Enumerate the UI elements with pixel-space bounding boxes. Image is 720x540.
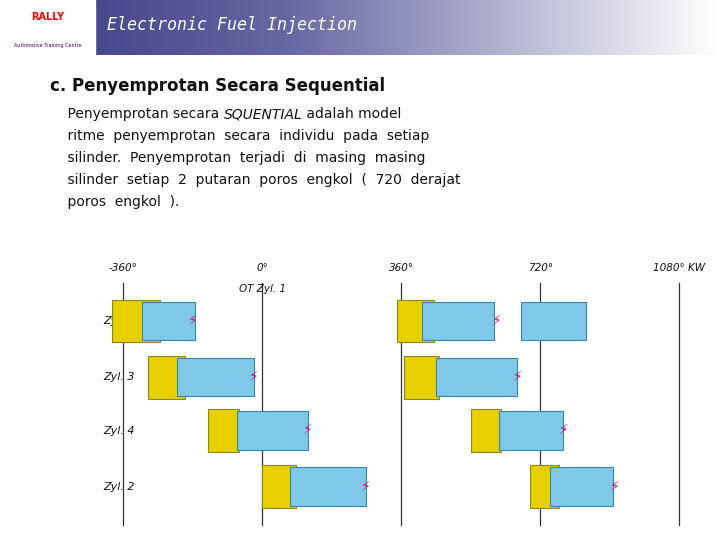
Bar [436,357,517,396]
Text: ritme  penyemprotan  secara  individu  pada  setiap: ritme penyemprotan secara individu pada … [50,129,429,143]
Bar [499,411,563,450]
Text: c. Penyemprotan Secara Sequential: c. Penyemprotan Secara Sequential [50,77,385,95]
Text: SQUENTIAL: SQUENTIAL [224,107,302,121]
Text: ⚡: ⚡ [249,370,258,384]
Bar [177,357,254,396]
Text: 1080° KW: 1080° KW [653,262,705,273]
Bar [290,467,366,506]
Bar [208,409,239,452]
Text: 720°: 720° [528,262,553,273]
Text: silinder  setiap  2  putaran  poros  engkol  (  720  derajat: silinder setiap 2 putaran poros engkol (… [50,173,461,187]
Text: RALLY: RALLY [32,12,65,22]
Bar [531,465,559,508]
Text: ⚡: ⚡ [361,480,371,494]
Bar [550,467,613,506]
Text: adalah model: adalah model [302,107,402,121]
Bar [143,302,194,340]
Text: Penyemprotan secara: Penyemprotan secara [50,107,224,121]
Bar [471,409,500,452]
Text: silinder.  Penyemprotan  terjadi  di  masing  masing: silinder. Penyemprotan terjadi di masing… [50,151,426,165]
Text: 360°: 360° [389,262,414,273]
Text: Automotive Training Centre: Automotive Training Centre [14,43,82,48]
Text: 0°: 0° [256,262,268,273]
Bar [521,302,587,340]
Text: ⚡: ⚡ [303,423,312,437]
Bar [112,300,160,342]
Text: ⚡: ⚡ [513,370,523,384]
Text: Zyl. 1: Zyl. 1 [103,316,135,326]
Text: Zyl. 3: Zyl. 3 [103,372,135,382]
Bar [237,411,308,450]
Text: Zyl. 4: Zyl. 4 [103,426,135,436]
Text: ⚡: ⚡ [609,480,619,494]
Text: ⚡: ⚡ [492,314,502,328]
Text: ⚡: ⚡ [188,314,197,328]
Bar [423,302,494,340]
Bar [0,0,95,55]
Bar [404,356,439,399]
Bar [262,465,296,508]
Bar [148,356,185,399]
Text: Zyl. 2: Zyl. 2 [103,482,135,492]
Text: -360°: -360° [109,262,138,273]
Text: ⚡: ⚡ [559,423,568,437]
Text: poros  engkol  ).: poros engkol ). [50,195,179,209]
Text: Electronic Fuel Injection: Electronic Fuel Injection [107,16,357,34]
Bar [397,300,434,342]
Text: OT Zyl. 1: OT Zyl. 1 [238,285,286,294]
